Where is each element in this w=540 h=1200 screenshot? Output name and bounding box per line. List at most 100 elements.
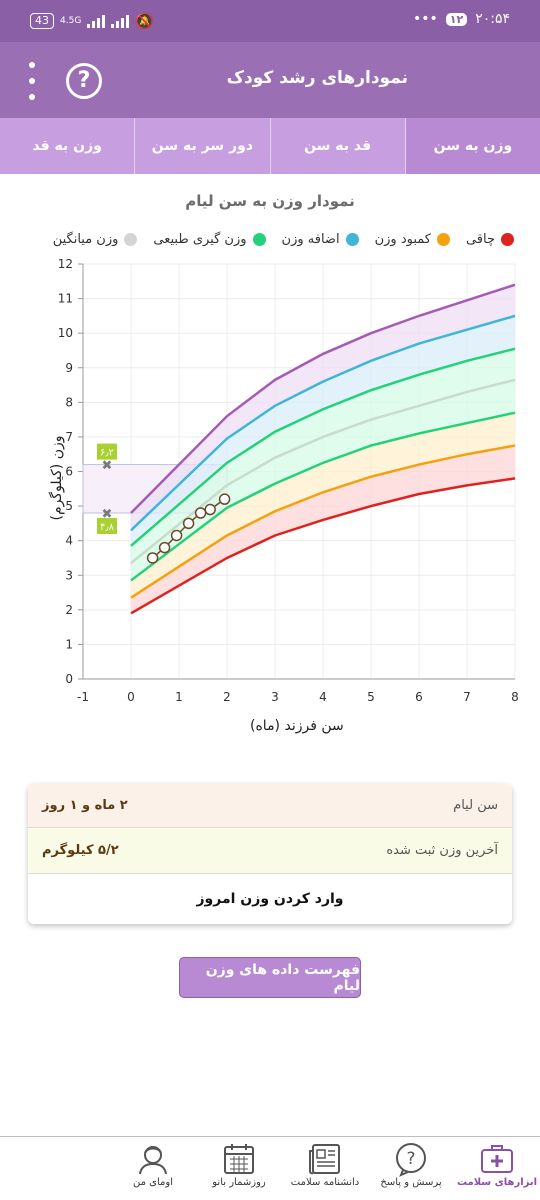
child-weight-point bbox=[182, 517, 195, 530]
legend-label: کمبود وزن bbox=[374, 232, 431, 247]
x-tick-label: -1 bbox=[77, 690, 89, 704]
percentile-band bbox=[131, 379, 515, 581]
status-dots: ••• bbox=[412, 11, 438, 27]
question-bubble-icon: ? bbox=[396, 1143, 426, 1177]
marker-label: ۶٫۲ bbox=[100, 448, 114, 459]
enter-weight-button[interactable]: وارد کردن وزن امروز bbox=[28, 874, 512, 924]
percentile-band bbox=[131, 445, 515, 614]
percentile-line bbox=[130, 347, 516, 547]
nav-qa[interactable]: ? پرسش و پاسخ bbox=[368, 1137, 454, 1200]
signal-icon bbox=[87, 14, 106, 28]
tab-weight-for-age[interactable]: وزن به سن bbox=[404, 118, 540, 174]
help-circle-icon[interactable]: ? bbox=[66, 63, 102, 99]
age-row: سن لیام ۲ ماه و ۱ روز bbox=[28, 784, 512, 828]
legend-label: اضافه وزن bbox=[281, 232, 340, 247]
y-tick-label: 10 bbox=[58, 326, 73, 340]
marker-badge bbox=[97, 518, 117, 534]
legend-item-underweight: کمبود وزن bbox=[375, 232, 450, 247]
chart-title: نمودار وزن به سن لیام bbox=[185, 192, 355, 210]
chart-legend: چاقی کمبود وزن اضافه وزن وزن گیری طبیعی … bbox=[53, 232, 514, 247]
legend-dot bbox=[345, 233, 359, 246]
age-value: ۲ ماه و ۱ روز bbox=[42, 798, 128, 813]
percentile-band bbox=[131, 348, 515, 564]
weight-value: ۵/۲ کیلوگرم bbox=[42, 843, 119, 858]
nav-profile[interactable]: اومای من bbox=[110, 1137, 196, 1200]
child-weight-point bbox=[170, 529, 183, 542]
age-label: سن لیام bbox=[453, 798, 498, 813]
x-tick-label: 1 bbox=[175, 690, 183, 704]
y-tick-label: 11 bbox=[58, 292, 73, 306]
y-tick-label: 3 bbox=[65, 568, 73, 582]
notification-badge: ۱۲ bbox=[445, 12, 468, 26]
legend-dot bbox=[252, 233, 266, 246]
x-tick-label: 4 bbox=[319, 690, 327, 704]
legend-item-average: وزن میانگین bbox=[53, 232, 138, 247]
percentile-band bbox=[131, 284, 515, 531]
y-tick-label: 2 bbox=[65, 603, 73, 617]
user-avatar-icon bbox=[139, 1146, 167, 1175]
percentile-line bbox=[130, 444, 516, 599]
nav-label: اومای من bbox=[133, 1177, 173, 1188]
legend-item-normal: وزن گیری طبیعی bbox=[153, 232, 266, 247]
legend-label: چاقی bbox=[465, 232, 495, 247]
percentile-line bbox=[130, 283, 516, 514]
nav-calendar[interactable]: روزشمار بانو bbox=[196, 1137, 282, 1200]
percentile-line bbox=[130, 378, 516, 565]
medical-kit-icon bbox=[481, 1145, 513, 1173]
x-tick-label: 7 bbox=[463, 690, 471, 704]
x-tick-label: 2 bbox=[223, 690, 231, 704]
y-tick-label: 0 bbox=[65, 672, 73, 686]
x-tick-label: 6 bbox=[415, 690, 423, 704]
child-weight-point bbox=[146, 552, 159, 564]
percentile-line bbox=[130, 314, 516, 532]
nav-encyclopedia[interactable]: دانشنامه سلامت bbox=[282, 1137, 368, 1200]
tab-head-for-age[interactable]: دور سر به سن bbox=[134, 118, 269, 174]
mute-icon: 🔕 bbox=[135, 12, 154, 30]
legend-dot bbox=[501, 233, 514, 246]
legend-dot bbox=[436, 233, 450, 246]
child-weight-point bbox=[218, 493, 231, 505]
y-tick-label: 9 bbox=[65, 361, 73, 375]
status-right: ••• ۱۲ ۲۰:۵۴ bbox=[413, 11, 510, 27]
weight-row: آخرین وزن ثبت شده ۵/۲ کیلوگرم bbox=[28, 828, 512, 874]
nav-label: ابزارهای سلامت bbox=[456, 1177, 538, 1188]
marker-label: ۴٫۸ bbox=[100, 522, 115, 533]
x-tick-label: 5 bbox=[367, 690, 375, 704]
status-bar: 43 4.5G 🔕 ••• ۱۲ ۲۰:۵۴ bbox=[0, 0, 540, 42]
signal-icon-2 bbox=[111, 14, 130, 28]
legend-label: وزن میانگین bbox=[52, 232, 119, 247]
y-tick-label: 5 bbox=[65, 499, 73, 513]
percentile-line bbox=[130, 411, 516, 582]
nav-health-tools[interactable]: ابزارهای سلامت bbox=[454, 1137, 540, 1200]
more-vertical-icon[interactable] bbox=[22, 62, 42, 100]
legend-item-overweight: اضافه وزن bbox=[282, 232, 359, 247]
network-type: 4.5G bbox=[60, 15, 82, 26]
svg-text:?: ? bbox=[406, 1149, 415, 1169]
legend-dot bbox=[124, 233, 138, 246]
percentile-band bbox=[131, 412, 515, 598]
tab-height-for-age[interactable]: قد به سن bbox=[269, 118, 405, 174]
info-card: سن لیام ۲ ماه و ۱ روز آخرین وزن ثبت شده … bbox=[28, 784, 512, 924]
tab-bar: وزن به سن قد به سن دور سر به سن وزن به ق… bbox=[0, 118, 540, 174]
y-axis-label: وزن (کیلوگرم) bbox=[49, 435, 65, 521]
clock: ۲۰:۵۴ bbox=[475, 11, 510, 27]
app-bar: ? نمودارهای رشد کودک bbox=[0, 42, 540, 118]
child-weight-point bbox=[204, 503, 216, 516]
battery-indicator: 43 bbox=[30, 13, 54, 29]
status-left: 43 4.5G 🔕 bbox=[30, 12, 154, 30]
tab-weight-for-height[interactable]: وزن به قد bbox=[32, 138, 102, 154]
y-tick-label: 6 bbox=[65, 465, 73, 479]
child-weight-point bbox=[158, 541, 171, 554]
y-tick-label: 4 bbox=[65, 534, 73, 548]
weight-list-button[interactable]: فهرست داده های وزن لیام bbox=[179, 957, 361, 998]
calendar-icon bbox=[224, 1144, 254, 1174]
y-tick-label: 12 bbox=[58, 257, 73, 271]
x-tick-label: 3 bbox=[271, 690, 279, 704]
child-weight-point bbox=[194, 507, 207, 519]
legend-label: وزن گیری طبیعی bbox=[153, 232, 247, 247]
y-tick-label: 1 bbox=[65, 637, 73, 651]
nav-label: پرسش و پاسخ bbox=[380, 1177, 442, 1188]
x-tick-label: 8 bbox=[511, 690, 519, 704]
y-tick-label: 7 bbox=[65, 430, 73, 444]
